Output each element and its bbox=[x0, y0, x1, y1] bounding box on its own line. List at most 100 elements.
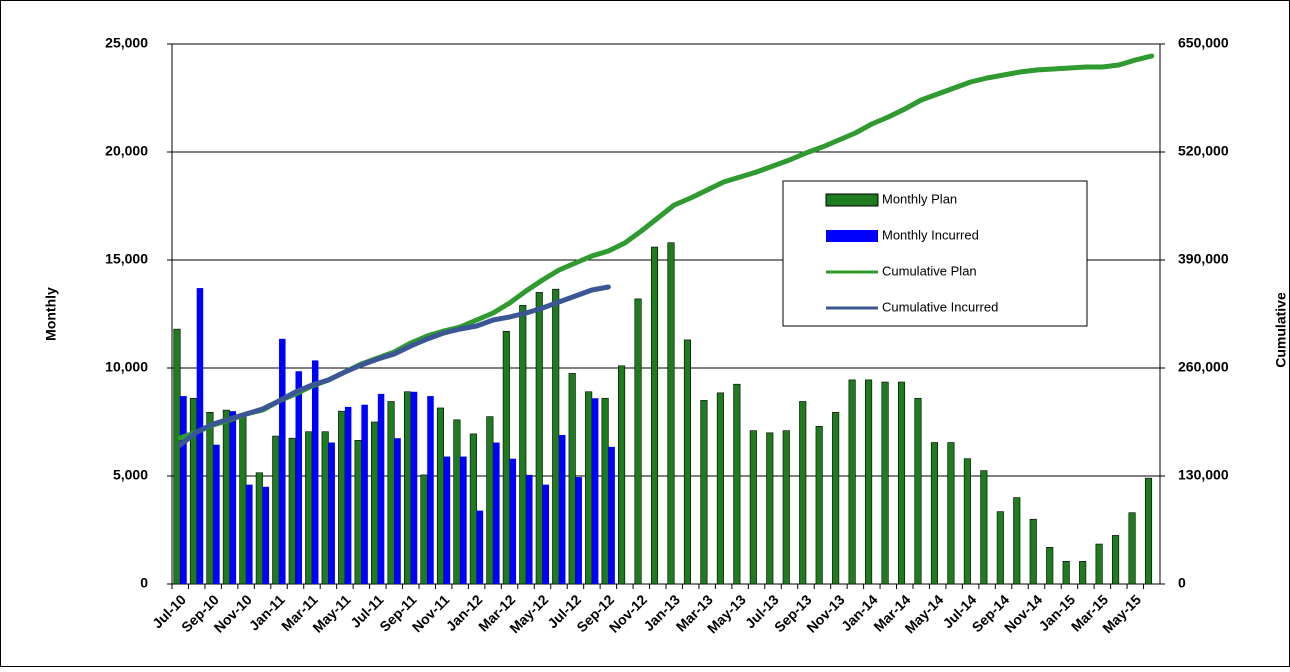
legend-label: Monthly Incurred bbox=[882, 227, 979, 242]
bar bbox=[288, 437, 296, 585]
y2-axis-title: Cumulative bbox=[1273, 292, 1289, 368]
bar bbox=[558, 434, 566, 584]
bar bbox=[897, 381, 906, 585]
bar bbox=[1062, 561, 1070, 585]
bar bbox=[493, 442, 500, 584]
bar bbox=[321, 431, 329, 585]
bar bbox=[354, 440, 362, 585]
bar bbox=[815, 426, 823, 585]
bar bbox=[453, 419, 461, 585]
y2-tick-label: 390,000 bbox=[1178, 251, 1229, 267]
bar bbox=[279, 338, 286, 584]
bar bbox=[1144, 477, 1153, 585]
bar bbox=[618, 365, 626, 585]
bar bbox=[930, 442, 939, 585]
bar bbox=[213, 444, 220, 584]
bar bbox=[749, 430, 757, 585]
bar bbox=[371, 421, 379, 585]
bar bbox=[766, 432, 774, 585]
y2-tick-label: 520,000 bbox=[1178, 143, 1229, 159]
legend-label: Cumulative Incurred bbox=[882, 299, 998, 314]
bar bbox=[196, 288, 204, 584]
bar bbox=[427, 396, 434, 584]
y-tick-label: 5,000 bbox=[113, 467, 148, 483]
bar bbox=[410, 391, 418, 584]
bar bbox=[848, 379, 856, 585]
legend-swatch bbox=[826, 230, 878, 242]
bar bbox=[311, 360, 319, 584]
bar bbox=[683, 339, 692, 585]
bar bbox=[1095, 543, 1103, 585]
bar bbox=[361, 404, 368, 584]
bar bbox=[295, 371, 302, 584]
bar bbox=[189, 397, 197, 585]
bar bbox=[338, 410, 346, 585]
bar bbox=[667, 242, 675, 585]
bar bbox=[180, 396, 187, 584]
bar bbox=[460, 456, 467, 584]
bar bbox=[552, 288, 560, 585]
bar bbox=[436, 407, 445, 585]
bar bbox=[1029, 518, 1037, 585]
bar bbox=[443, 456, 451, 584]
bar bbox=[255, 472, 263, 585]
bar bbox=[387, 401, 395, 585]
bar bbox=[229, 411, 237, 584]
bar bbox=[832, 411, 840, 585]
bar bbox=[526, 474, 533, 584]
bar bbox=[262, 486, 270, 584]
bar bbox=[1046, 546, 1054, 585]
bar bbox=[173, 328, 181, 585]
bar bbox=[1079, 561, 1087, 585]
y-tick-label: 15,000 bbox=[105, 251, 148, 267]
bar bbox=[980, 470, 988, 585]
y2-tick-label: 650,000 bbox=[1178, 35, 1229, 51]
legend-label: Cumulative Plan bbox=[882, 263, 977, 278]
bar bbox=[469, 433, 477, 585]
bar bbox=[947, 442, 955, 585]
y2-tick-label: 260,000 bbox=[1178, 359, 1229, 375]
bar bbox=[206, 411, 214, 585]
bar bbox=[716, 392, 724, 585]
bar bbox=[239, 415, 247, 585]
bar bbox=[246, 484, 253, 584]
y2-tick-label: 130,000 bbox=[1178, 467, 1229, 483]
bar bbox=[476, 510, 484, 584]
bar bbox=[403, 391, 412, 585]
bar bbox=[344, 406, 352, 584]
legend-label: Monthly Plan bbox=[882, 191, 957, 206]
y-tick-label: 20,000 bbox=[105, 143, 148, 159]
legend: Monthly Plan Monthly Incurred Cumulative P… bbox=[782, 180, 1088, 327]
bar bbox=[914, 397, 922, 585]
bar bbox=[782, 430, 790, 585]
bar bbox=[394, 438, 401, 584]
y-tick-label: 25,000 bbox=[105, 35, 148, 51]
legend-swatch bbox=[825, 193, 879, 207]
bar bbox=[420, 474, 428, 585]
y-tick-label: 10,000 bbox=[105, 359, 148, 375]
bar bbox=[328, 442, 335, 584]
bar bbox=[575, 477, 582, 584]
bar bbox=[486, 416, 494, 585]
bar bbox=[377, 393, 385, 584]
bar bbox=[608, 446, 615, 584]
bar bbox=[634, 298, 642, 585]
bar bbox=[799, 401, 807, 585]
bar bbox=[535, 292, 543, 585]
bar bbox=[502, 330, 510, 585]
bar bbox=[542, 484, 549, 584]
bar bbox=[881, 381, 889, 585]
bar bbox=[1112, 535, 1120, 585]
bar bbox=[700, 400, 708, 585]
bar bbox=[996, 511, 1004, 585]
y2-tick-label: 0 bbox=[1178, 575, 1186, 591]
bar bbox=[568, 373, 576, 585]
y-axis-title: Monthly bbox=[43, 287, 59, 341]
bar bbox=[305, 431, 313, 585]
bar bbox=[509, 458, 517, 584]
bar bbox=[1013, 497, 1021, 585]
bar bbox=[733, 383, 741, 585]
bar bbox=[650, 246, 659, 585]
bar bbox=[591, 398, 599, 584]
